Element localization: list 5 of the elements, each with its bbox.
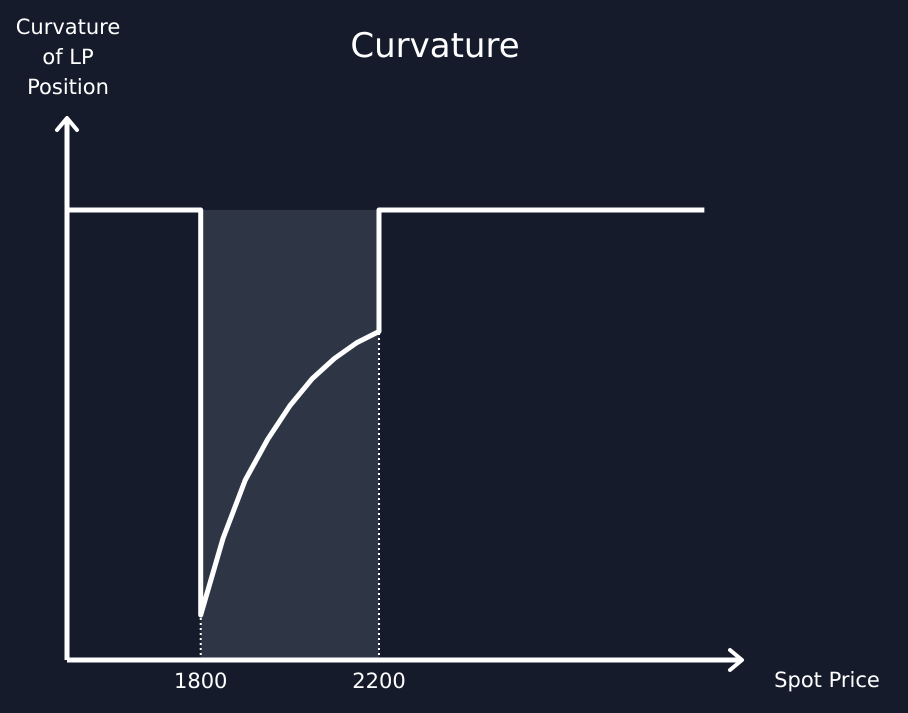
text: Curvature of LP Position bbox=[16, 15, 120, 99]
x-axis-title: Spot Price bbox=[774, 668, 880, 692]
chart-title: Curvature bbox=[350, 26, 520, 66]
x-tick-label: 1800 bbox=[174, 669, 228, 693]
x-tick-label: 2200 bbox=[352, 669, 406, 693]
